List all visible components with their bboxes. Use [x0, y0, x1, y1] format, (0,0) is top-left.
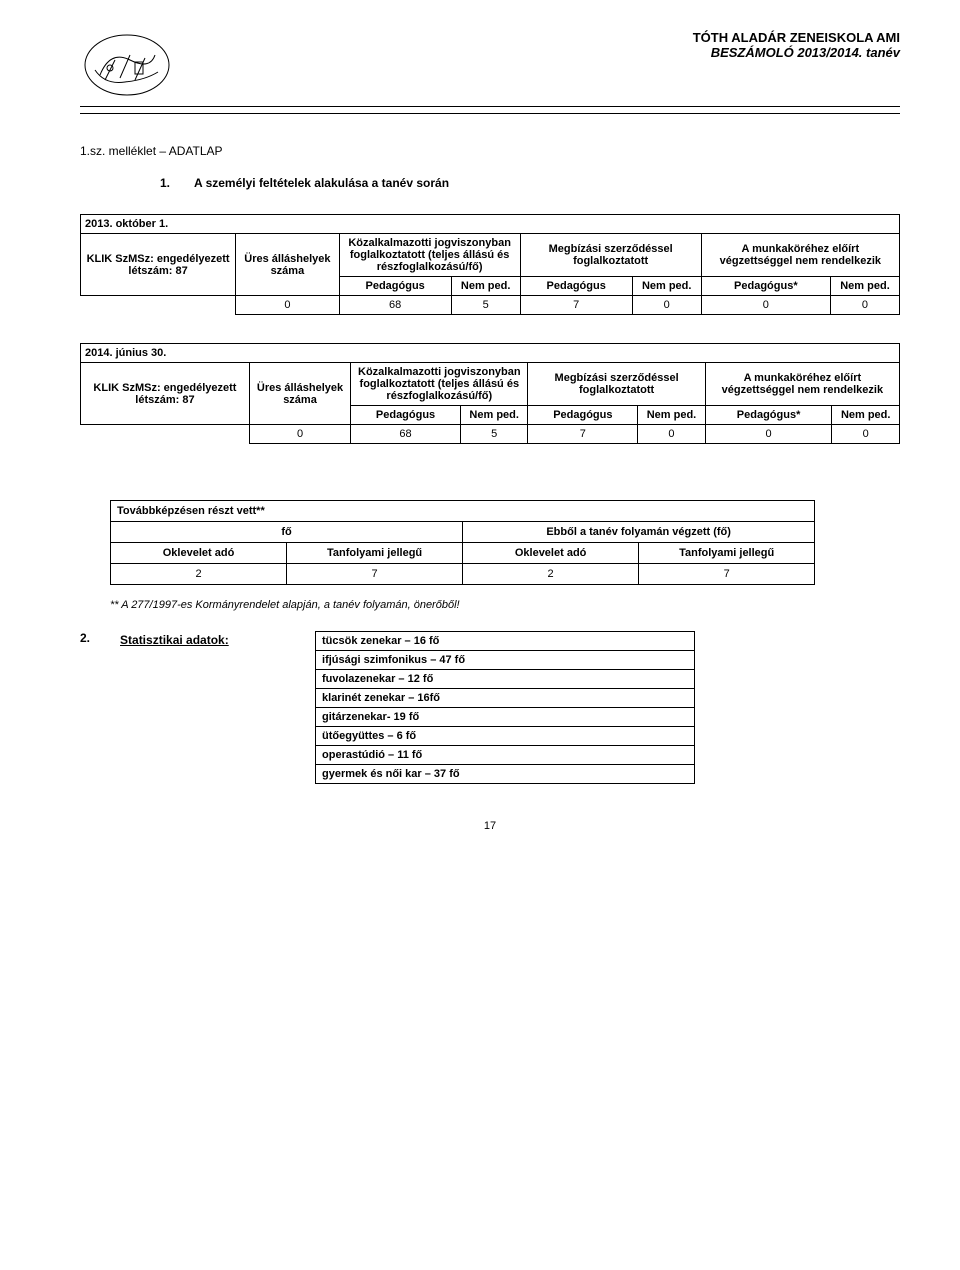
t1-sub-nem2: Nem ped.	[632, 277, 701, 296]
stat-row: tücsök zenekar – 16 fő	[316, 632, 695, 651]
t2-r3: 7	[528, 425, 638, 444]
t2-sub-nem1: Nem ped.	[460, 406, 528, 425]
t1-h5: A munkaköréhez előírt végzettséggel nem …	[701, 234, 899, 277]
stat-row: gyermek és női kar – 37 fő	[316, 765, 695, 784]
t2-h2: Üres álláshelyek száma	[249, 363, 350, 425]
header-title-block: TÓTH ALADÁR ZENEISKOLA AMI BESZÁMOLÓ 201…	[693, 30, 900, 60]
t3-caption: Továbbképzésen részt vett**	[111, 501, 815, 522]
t1-sub-nem3: Nem ped.	[830, 277, 899, 296]
t1-r2: 5	[451, 296, 520, 315]
stat-row: ifjúsági szimfonikus – 47 fő	[316, 651, 695, 670]
t3-h-okl2: Oklevelet adó	[463, 543, 639, 564]
t1-r1: 68	[339, 296, 451, 315]
t1-sub-pedstar: Pedagógus*	[701, 277, 830, 296]
t2-r5: 0	[705, 425, 832, 444]
table-oct-2013: 2013. október 1. KLIK SzMSz: engedélyeze…	[80, 214, 900, 315]
header-title-1: TÓTH ALADÁR ZENEISKOLA AMI	[693, 30, 900, 45]
stat-row: fuvolazenekar – 12 fő	[316, 670, 695, 689]
stat-row: operastúdió – 11 fő	[316, 746, 695, 765]
t1-h1: KLIK SzMSz: engedélyezett létszám: 87	[81, 234, 236, 296]
t2-empty	[81, 425, 250, 444]
t1-sub-ped1: Pedagógus	[339, 277, 451, 296]
footnote: ** A 277/1997-es Kormányrendelet alapján…	[110, 599, 900, 611]
stat-row: gitárzenekar- 19 fő	[316, 708, 695, 727]
t2-r1: 68	[351, 425, 461, 444]
t2-sub-nem2: Nem ped.	[638, 406, 706, 425]
stats-table: tücsök zenekar – 16 fő ifjúsági szimfoni…	[315, 631, 695, 784]
t2-sub-ped1: Pedagógus	[351, 406, 461, 425]
section-2: 2. Statisztikai adatok: tücsök zenekar –…	[80, 631, 900, 784]
t2-r4: 0	[638, 425, 706, 444]
t2-date: 2014. június 30.	[81, 344, 900, 363]
table-training: Továbbképzésen részt vett** fő Ebből a t…	[110, 500, 815, 585]
t1-h2: Üres álláshelyek száma	[236, 234, 339, 296]
t2-h4: Megbízási szerződéssel foglalkoztatott	[528, 363, 705, 406]
t2-h3: Közalkalmazotti jogviszonyban foglalkozt…	[351, 363, 528, 406]
t2-sub-nem3: Nem ped.	[832, 406, 900, 425]
section-2-label: Statisztikai adatok:	[120, 631, 285, 647]
t3-h-tan1: Tanfolyami jellegű	[287, 543, 463, 564]
t1-empty	[81, 296, 236, 315]
logo-icon	[80, 30, 175, 100]
t1-date: 2013. október 1.	[81, 215, 900, 234]
section-1-title: 1.sz. melléklet – ADATLAP	[80, 144, 900, 158]
t1-r6: 0	[830, 296, 899, 315]
stat-row: ütőegyüttes – 6 fő	[316, 727, 695, 746]
t1-h4: Megbízási szerződéssel foglalkoztatott	[520, 234, 701, 277]
t1-r3: 7	[520, 296, 632, 315]
page-header: TÓTH ALADÁR ZENEISKOLA AMI BESZÁMOLÓ 201…	[80, 30, 900, 107]
school-logo	[80, 30, 175, 100]
t3-r3: 7	[639, 564, 815, 585]
t3-h-tan2: Tanfolyami jellegű	[639, 543, 815, 564]
page-number: 17	[80, 820, 900, 832]
t1-sub-nem1: Nem ped.	[451, 277, 520, 296]
t2-r2: 5	[460, 425, 528, 444]
t3-h-okl1: Oklevelet adó	[111, 543, 287, 564]
t2-sub-ped2: Pedagógus	[528, 406, 638, 425]
t3-r2: 2	[463, 564, 639, 585]
t1-r5: 0	[701, 296, 830, 315]
t2-sub-pedstar: Pedagógus*	[705, 406, 832, 425]
t1-sub-ped2: Pedagógus	[520, 277, 632, 296]
section-1-num: 1.	[160, 176, 170, 190]
t3-r1: 7	[287, 564, 463, 585]
header-title-2: BESZÁMOLÓ 2013/2014. tanév	[693, 45, 900, 60]
t1-h3: Közalkalmazotti jogviszonyban foglalkozt…	[339, 234, 520, 277]
t3-h-ebbol: Ebből a tanév folyamán végzett (fő)	[463, 522, 815, 543]
t2-r6: 0	[832, 425, 900, 444]
section-1-sub: 1. A személyi feltételek alakulása a tan…	[160, 176, 900, 190]
t2-h1: KLIK SzMSz: engedélyezett létszám: 87	[81, 363, 250, 425]
section-2-num: 2.	[80, 631, 90, 647]
t3-r0: 2	[111, 564, 287, 585]
section-1-text: A személyi feltételek alakulása a tanév …	[194, 176, 449, 190]
stat-row: klarinét zenekar – 16fő	[316, 689, 695, 708]
t3-h-fo: fő	[111, 522, 463, 543]
t1-r0: 0	[236, 296, 339, 315]
t1-r4: 0	[632, 296, 701, 315]
header-underline	[80, 113, 900, 114]
t2-r0: 0	[249, 425, 350, 444]
table-jun-2014: 2014. június 30. KLIK SzMSz: engedélyeze…	[80, 343, 900, 444]
t2-h5: A munkaköréhez előírt végzettséggel nem …	[705, 363, 899, 406]
